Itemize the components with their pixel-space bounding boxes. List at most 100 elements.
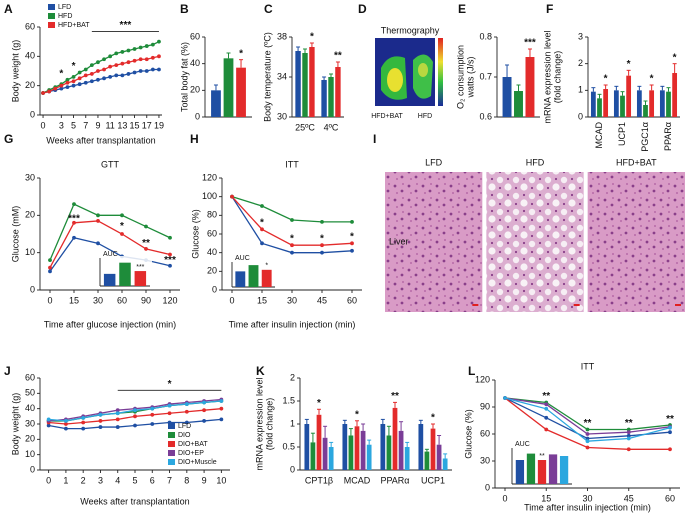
point — [71, 83, 76, 88]
point — [72, 202, 76, 207]
panel-label: K — [256, 364, 265, 378]
annotation: * — [72, 61, 76, 72]
bar — [316, 414, 322, 470]
histology-image — [587, 172, 685, 312]
annotation: * — [120, 221, 124, 232]
point — [290, 218, 294, 222]
bar — [302, 53, 308, 117]
legend-swatch — [168, 423, 175, 429]
bar — [386, 435, 392, 470]
image-title: Thermography — [381, 25, 440, 35]
x-tick-label: 60 — [665, 493, 675, 503]
point — [585, 439, 590, 444]
x-tick-label: 3 — [98, 475, 103, 485]
annotation: ** — [625, 418, 633, 429]
legend-swatch — [48, 13, 55, 19]
y-axis-label: mRNA expression level — [254, 377, 264, 470]
bar — [366, 444, 372, 470]
point — [626, 430, 631, 435]
x-tick-label: 60 — [117, 295, 127, 305]
point — [219, 417, 224, 422]
point — [96, 219, 100, 223]
bar — [526, 453, 536, 484]
annotation: *** — [120, 20, 132, 31]
x-tick-label: 0 — [47, 295, 52, 305]
y-axis-label: Glucose (%) — [190, 209, 200, 259]
annotation: *** — [68, 214, 80, 225]
x-tick-label: 30 — [582, 493, 592, 503]
point — [585, 445, 590, 450]
point — [89, 72, 94, 76]
point — [150, 55, 155, 60]
x-tick-label: 30 — [287, 295, 297, 305]
significance: * — [265, 263, 268, 270]
point — [77, 76, 82, 81]
x-tick-label: 9 — [95, 120, 100, 130]
point — [144, 57, 149, 62]
point — [114, 51, 119, 56]
significance: * — [627, 59, 631, 70]
x-tick-label: CPT1β — [305, 475, 333, 485]
point — [41, 91, 45, 95]
point — [157, 67, 161, 72]
y-axis-label: mRNA expression level — [542, 30, 552, 123]
chart-title: ITT — [581, 361, 595, 371]
point — [184, 409, 189, 414]
bar — [626, 75, 632, 117]
annotation: * — [260, 217, 264, 228]
chart-title: GTT — [101, 159, 119, 169]
x-tick-label: 11 — [105, 120, 114, 130]
y-axis-label: O₂ consumption — [455, 45, 465, 109]
y-tick-label: 38 — [277, 31, 287, 41]
y-tick-label: 20 — [190, 85, 200, 95]
point — [133, 414, 137, 419]
y-axis-label: Body weight (g) — [10, 393, 20, 456]
annotation: * — [59, 69, 63, 80]
bar — [442, 458, 448, 470]
bar — [659, 90, 665, 117]
scale-bar — [472, 304, 479, 306]
point — [72, 220, 76, 225]
inset-title: AUC — [103, 251, 118, 258]
y-tick-label: 0 — [212, 284, 217, 294]
x-axis-label: Weeks after transplantation — [46, 135, 155, 145]
bar — [235, 271, 246, 287]
y-tick-label: 3 — [578, 31, 583, 41]
point — [202, 400, 206, 405]
point — [157, 54, 161, 59]
x-tick-label: 120 — [162, 295, 177, 305]
annotation: * — [290, 233, 294, 244]
y-tick-label: 1 — [578, 85, 583, 95]
significance: ** — [391, 391, 399, 402]
point — [65, 80, 70, 85]
y-tick-label: 0 — [30, 109, 35, 119]
x-tick-label: 15 — [69, 295, 79, 305]
y-tick-label: 40 — [25, 51, 35, 61]
bar — [418, 424, 424, 470]
color-bar — [438, 38, 443, 106]
significance: * — [673, 52, 677, 63]
point — [48, 258, 52, 263]
point — [168, 263, 172, 268]
inset-title: AUC — [515, 441, 530, 448]
point — [503, 396, 507, 400]
significance: * — [317, 398, 321, 409]
bar — [354, 426, 360, 470]
point — [126, 48, 131, 53]
y-tick-label: 120 — [475, 374, 490, 384]
bar — [502, 77, 512, 117]
y-axis-label: Glucose (mM) — [10, 206, 20, 263]
bar — [248, 265, 259, 287]
y-tick-label: 60 — [25, 372, 35, 382]
panel-label: A — [4, 2, 13, 16]
point — [138, 57, 143, 62]
point — [544, 402, 549, 407]
bar — [597, 98, 602, 117]
image-label: HFD+BAT — [371, 113, 403, 120]
point — [46, 417, 51, 422]
point — [115, 408, 120, 413]
y-tick-label: 34 — [277, 71, 287, 81]
x-axis-label: Time after glucose injection (min) — [44, 319, 176, 329]
significance: * — [431, 413, 435, 424]
significance: * — [310, 32, 314, 43]
